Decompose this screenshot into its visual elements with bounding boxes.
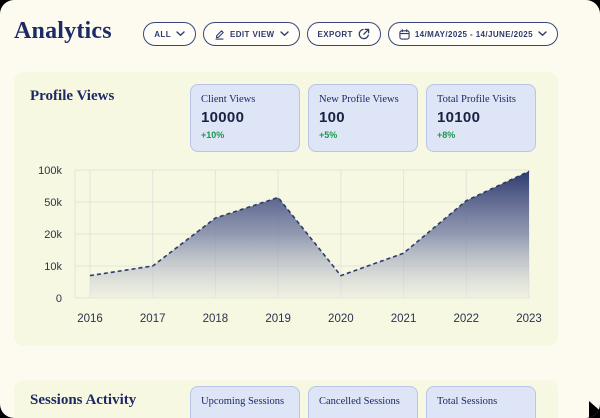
filter-all-label: ALL	[154, 29, 172, 39]
calendar-icon	[399, 28, 410, 40]
chevron-down-icon	[538, 31, 547, 37]
stat-label: Total Profile Visits	[437, 94, 516, 105]
chart-line	[89, 170, 530, 277]
stat-delta: +8%	[437, 130, 456, 140]
profile-views-panel: Profile Views 0 10k 20k 50k 100k 2016 2017 2018…	[14, 72, 558, 346]
stat-card-total-profile-visits: Total Profile Visits 10100 +8%	[426, 84, 536, 152]
chart-area	[90, 171, 529, 298]
chevron-down-icon	[176, 31, 185, 37]
stat-label: Total Sessions	[437, 396, 498, 407]
toolbar: ALL EDIT VIEW EXPORT 14/MAY/2025 - 14/JU…	[143, 22, 558, 46]
profile-stat-cards: Client Views 10000 +10% New Profile View…	[190, 84, 536, 152]
x-axis-tick-label: 2023	[516, 313, 542, 325]
export-button[interactable]: EXPORT	[306, 22, 381, 46]
y-axis-tick-label: 100k	[38, 165, 62, 177]
x-axis-tick-label: 2020	[328, 313, 354, 325]
export-label: EXPORT	[317, 29, 353, 39]
x-axis-tick-label: 2021	[391, 313, 417, 325]
profile-views-chart: 0 10k 20k 50k 100k 2016 2017 2018 2019 2020 2021 20…	[38, 165, 542, 325]
x-axis-tick-label: 2022	[453, 313, 479, 325]
stat-label: Cancelled Sessions	[319, 396, 400, 407]
sessions-activity-panel: Sessions Activity Upcoming Sessions Canc…	[14, 380, 558, 418]
edit-view-button[interactable]: EDIT VIEW	[203, 22, 300, 46]
stat-delta: +5%	[319, 130, 338, 140]
export-icon	[358, 28, 370, 40]
stat-card-upcoming-sessions: Upcoming Sessions	[190, 386, 300, 418]
stat-value: 10000	[201, 109, 245, 126]
x-axis-tick-label: 2016	[77, 313, 103, 325]
y-axis-tick-label: 20k	[44, 229, 62, 241]
y-axis-tick-label: 0	[56, 293, 62, 305]
x-axis-tick-label: 2018	[203, 313, 229, 325]
stat-card-total-sessions: Total Sessions	[426, 386, 536, 418]
sessions-stat-cards: Upcoming Sessions Cancelled Sessions Tot…	[190, 386, 536, 418]
stat-card-cancelled-sessions: Cancelled Sessions	[308, 386, 418, 418]
edit-view-label: EDIT VIEW	[230, 29, 275, 39]
chevron-down-icon	[279, 31, 289, 37]
sessions-activity-heading: Sessions Activity	[30, 392, 137, 408]
mouse-cursor-icon	[588, 401, 600, 418]
page-title: Analytics	[14, 18, 112, 44]
profile-views-heading: Profile Views	[30, 88, 115, 104]
pencil-icon	[214, 29, 225, 40]
date-range-label: 14/MAY/2025 - 14/JUNE/2025	[414, 29, 533, 39]
stat-delta: +10%	[201, 130, 225, 140]
filter-all-button[interactable]: ALL	[143, 22, 197, 46]
stat-value: 10100	[437, 109, 481, 126]
x-axis-tick-label: 2019	[265, 313, 291, 325]
stat-value: 100	[319, 109, 345, 126]
date-range-button[interactable]: 14/MAY/2025 - 14/JUNE/2025	[387, 22, 558, 46]
y-axis-tick-label: 50k	[44, 197, 62, 209]
stat-label: New Profile Views	[319, 94, 399, 105]
stat-label: Upcoming Sessions	[201, 396, 285, 407]
y-axis-tick-label: 10k	[44, 261, 62, 273]
stat-card-client-views: Client Views 10000 +10%	[190, 84, 300, 152]
stat-card-new-profile-views: New Profile Views 100 +5%	[308, 84, 418, 152]
stat-label: Client Views	[201, 94, 256, 105]
x-axis-tick-label: 2017	[140, 313, 166, 325]
